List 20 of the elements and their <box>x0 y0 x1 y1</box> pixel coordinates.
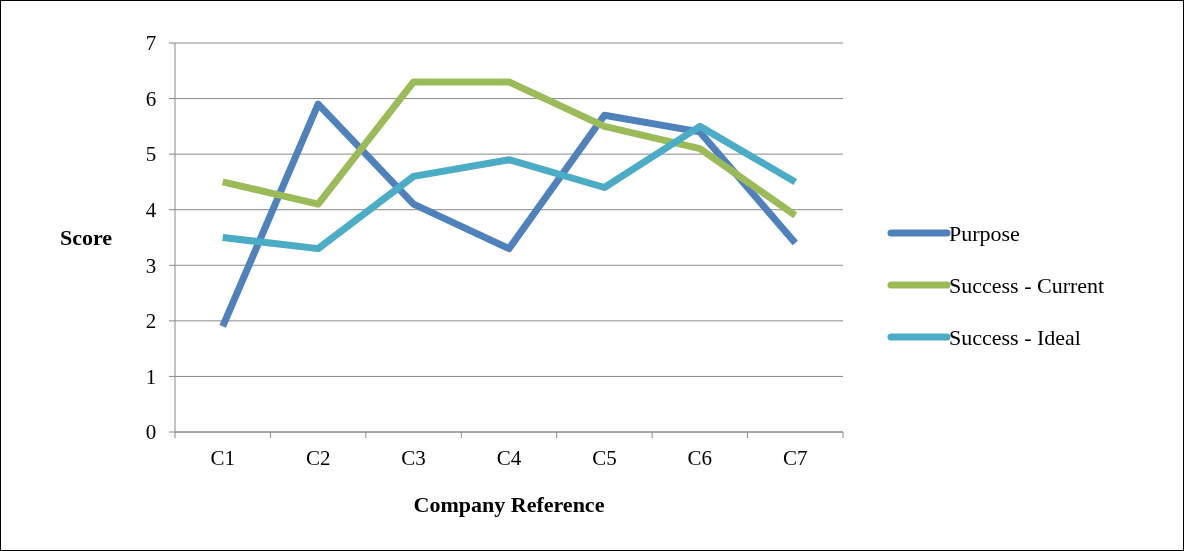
y-tick-label: 6 <box>145 86 157 111</box>
x-axis-title: Company Reference <box>413 492 605 517</box>
y-tick-label: 1 <box>145 364 157 389</box>
legend-label: Success - Ideal <box>949 324 1081 350</box>
x-tick-label: C2 <box>305 446 331 470</box>
x-tick-label: C5 <box>592 446 617 470</box>
y-tick-label: 3 <box>145 253 157 278</box>
x-tick-label: C3 <box>401 446 426 470</box>
x-tick-label: C7 <box>783 446 808 470</box>
legend-label: Success - Current <box>949 272 1105 298</box>
y-tick-label: 2 <box>145 309 157 334</box>
y-axis-title: Score <box>59 224 113 250</box>
y-tick-label: 0 <box>145 420 157 445</box>
y-tick-label: 7 <box>145 31 157 56</box>
y-tick-label: 5 <box>145 142 157 167</box>
legend-label: Purpose <box>949 220 1020 246</box>
y-tick-label: 4 <box>145 198 157 223</box>
x-tick-label: C6 <box>687 446 713 470</box>
x-tick-label: C4 <box>496 446 522 470</box>
x-tick-label: C1 <box>210 446 235 470</box>
